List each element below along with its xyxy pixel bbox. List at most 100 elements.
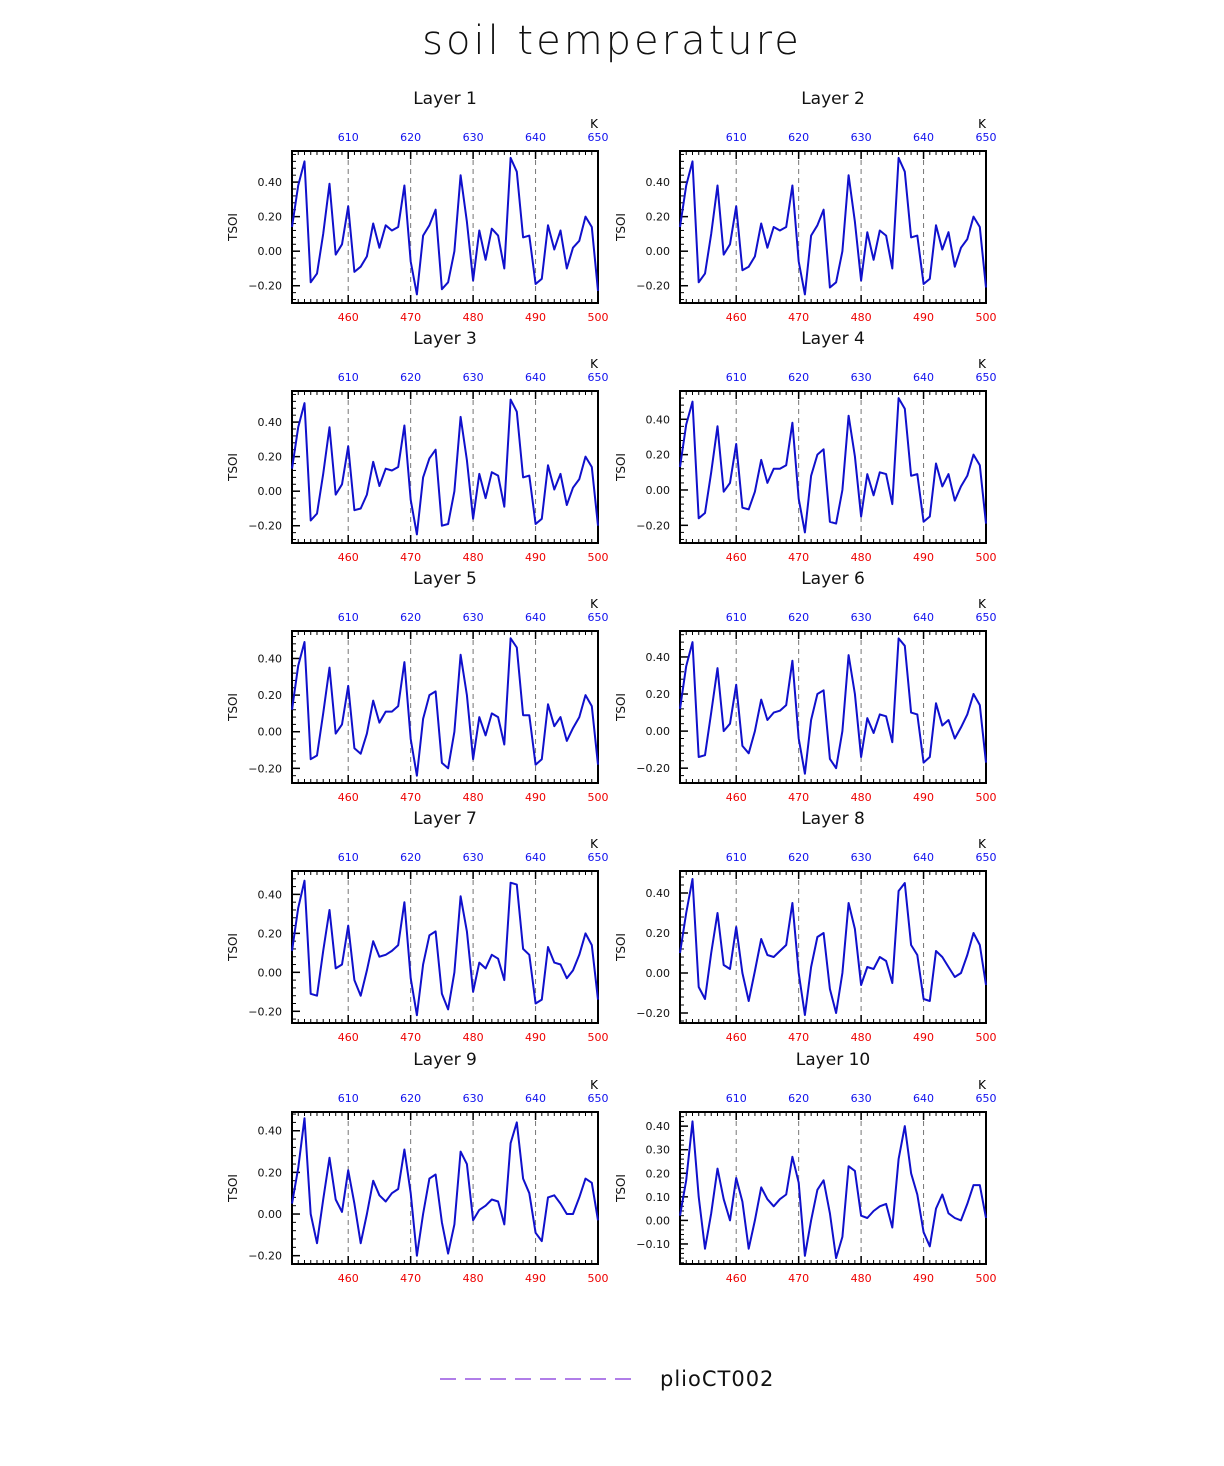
chart-panel: Layer 4 TSOI K 460 610 470 620 480 630 490 640 500 6… [614, 329, 997, 564]
top-axis-label: K [978, 117, 987, 131]
top-tick-label: 650 [588, 371, 609, 384]
y-tick-label: 0.40 [258, 1125, 283, 1138]
x-tick-label: 490 [913, 311, 934, 324]
x-tick-label: 480 [851, 791, 872, 804]
y-tick-label: 0.20 [646, 211, 671, 224]
top-tick-label: 640 [913, 371, 934, 384]
top-tick-label: 630 [463, 131, 484, 144]
x-tick-label: 500 [976, 551, 997, 564]
x-tick-label: 490 [913, 1031, 934, 1044]
x-tick-label: 500 [976, 1272, 997, 1285]
x-tick-label: 470 [788, 791, 809, 804]
panel-title: Layer 3 [413, 329, 477, 349]
x-tick-label: 500 [588, 1272, 609, 1285]
x-tick-label: 460 [726, 791, 747, 804]
x-tick-label: 480 [463, 791, 484, 804]
x-tick-label: 460 [338, 311, 359, 324]
y-tick-label: 0.40 [646, 413, 671, 426]
x-tick-label: 480 [851, 1031, 872, 1044]
top-tick-label: 650 [976, 851, 997, 864]
top-axis-label: K [978, 837, 987, 851]
top-tick-label: 640 [913, 611, 934, 624]
top-tick-label: 650 [976, 371, 997, 384]
top-tick-label: 620 [400, 131, 421, 144]
y-tick-label: −0.20 [248, 1250, 282, 1263]
y-axis-label: TSOI [614, 453, 628, 482]
top-tick-label: 620 [400, 1092, 421, 1105]
y-tick-label: −0.20 [636, 280, 670, 293]
y-tick-label: 0.40 [646, 176, 671, 189]
top-axis-label: K [978, 357, 987, 371]
x-tick-label: 480 [851, 551, 872, 564]
panel-title: Layer 6 [801, 569, 865, 589]
x-tick-label: 480 [463, 1031, 484, 1044]
top-axis-label: K [590, 597, 599, 611]
top-tick-label: 620 [788, 131, 809, 144]
top-tick-label: 650 [976, 131, 997, 144]
y-tick-label: −0.20 [248, 762, 282, 775]
chart-panel: Layer 2 TSOI K 460 610 470 620 480 630 490 640 500 6… [614, 89, 997, 324]
series-line [679, 397, 987, 534]
x-tick-label: 490 [525, 311, 546, 324]
x-tick-label: 490 [913, 1272, 934, 1285]
top-axis-label: K [978, 597, 987, 611]
top-tick-label: 650 [588, 611, 609, 624]
panel-title: Layer 10 [796, 1050, 870, 1070]
top-tick-label: 640 [913, 851, 934, 864]
series-line [291, 1117, 599, 1257]
top-axis-label: K [590, 837, 599, 851]
y-tick-label: 0.00 [646, 484, 671, 497]
top-tick-label: 620 [788, 1092, 809, 1105]
legend: plioCT002 [440, 1367, 773, 1391]
top-tick-label: 640 [525, 131, 546, 144]
x-tick-label: 460 [726, 1031, 747, 1044]
page-title: soil temperature [422, 18, 802, 64]
x-tick-label: 500 [588, 791, 609, 804]
top-tick-label: 640 [525, 851, 546, 864]
x-tick-label: 490 [525, 551, 546, 564]
top-tick-label: 610 [726, 1092, 747, 1105]
series-line [291, 879, 599, 1017]
y-tick-label: 0.40 [646, 1120, 671, 1133]
top-axis-label: K [590, 357, 599, 371]
panel-title: Layer 1 [413, 89, 477, 109]
x-tick-label: 470 [788, 311, 809, 324]
panel-title: Layer 7 [413, 809, 477, 829]
y-tick-label: −0.20 [636, 762, 670, 775]
x-tick-label: 490 [913, 551, 934, 564]
y-tick-label: 0.20 [258, 1166, 283, 1179]
top-tick-label: 610 [338, 131, 359, 144]
plot-frame [291, 1111, 599, 1265]
y-tick-label: 0.00 [646, 725, 671, 738]
chart-panel: Layer 9 TSOI K 460 610 470 620 480 630 490 640 500 6… [226, 1050, 609, 1285]
y-axis-label: TSOI [614, 213, 628, 242]
top-tick-label: 630 [851, 611, 872, 624]
top-tick-label: 610 [338, 611, 359, 624]
top-tick-label: 620 [788, 851, 809, 864]
y-tick-label: 0.00 [646, 967, 671, 980]
top-tick-label: 650 [588, 131, 609, 144]
series-line [291, 156, 599, 296]
y-tick-label: −0.20 [636, 1007, 670, 1020]
y-tick-label: −0.20 [636, 519, 670, 532]
y-tick-label: 0.00 [258, 726, 283, 739]
chart-panel: Layer 5 TSOI K 460 610 470 620 480 630 490 640 500 6… [226, 569, 609, 804]
x-tick-label: 480 [851, 1272, 872, 1285]
plot-frame [679, 630, 987, 784]
series-line [291, 637, 599, 777]
top-tick-label: 630 [463, 1092, 484, 1105]
top-tick-label: 650 [976, 611, 997, 624]
y-tick-label: 0.00 [258, 485, 283, 498]
x-tick-label: 480 [851, 311, 872, 324]
series-line [679, 1120, 987, 1260]
y-tick-label: 0.00 [258, 966, 283, 979]
top-axis-label: K [978, 1078, 987, 1092]
y-tick-label: 0.40 [258, 652, 283, 665]
panel-title: Layer 9 [413, 1050, 477, 1070]
chart-panel: Layer 10 TSOI K 460 610 470 620 480 630 490 640 500… [614, 1050, 997, 1285]
panel-title: Layer 4 [801, 329, 865, 349]
x-tick-label: 460 [338, 1272, 359, 1285]
top-tick-label: 650 [588, 851, 609, 864]
y-tick-label: −0.20 [248, 520, 282, 533]
